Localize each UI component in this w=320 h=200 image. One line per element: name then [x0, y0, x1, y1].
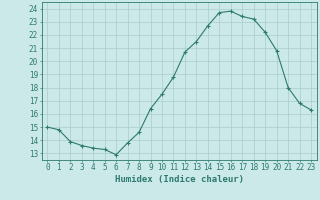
X-axis label: Humidex (Indice chaleur): Humidex (Indice chaleur) — [115, 175, 244, 184]
